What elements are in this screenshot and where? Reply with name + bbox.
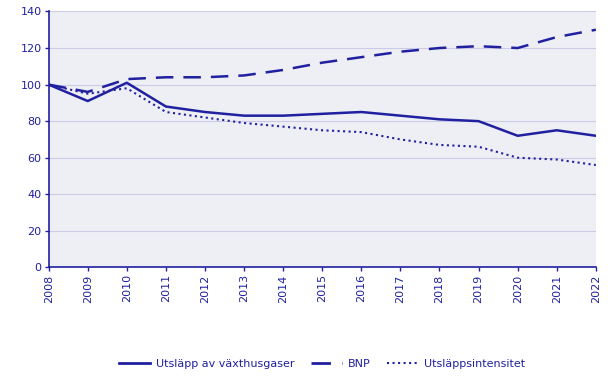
Line: Utsläpp av växthusgaser: Utsläpp av växthusgaser xyxy=(49,83,596,136)
Utsläpp av växthusgaser xyxy=(397,113,404,118)
BNP xyxy=(553,35,561,39)
Utsläpp av växthusgaser xyxy=(358,110,365,114)
BNP xyxy=(201,75,209,79)
Utsläppsintensitet xyxy=(45,82,52,87)
Utsläpp av växthusgaser xyxy=(240,113,247,118)
Utsläppsintensitet xyxy=(280,125,287,129)
Utsläpp av växthusgaser xyxy=(319,112,326,116)
Utsläpp av växthusgaser xyxy=(553,128,561,133)
BNP xyxy=(162,75,170,79)
BNP xyxy=(514,46,521,50)
Utsläpp av växthusgaser xyxy=(45,82,52,87)
Utsläpp av växthusgaser xyxy=(475,119,482,123)
Utsläppsintensitet xyxy=(397,137,404,142)
Utsläpp av växthusgaser xyxy=(280,113,287,118)
BNP xyxy=(397,49,404,54)
BNP xyxy=(123,77,131,81)
Utsläppsintensitet xyxy=(475,144,482,149)
Utsläppsintensitet xyxy=(553,157,561,162)
Utsläppsintensitet xyxy=(201,115,209,120)
Utsläppsintensitet xyxy=(84,91,91,96)
Utsläpp av växthusgaser xyxy=(592,133,599,138)
BNP xyxy=(240,73,247,78)
Utsläpp av växthusgaser xyxy=(436,117,443,121)
BNP xyxy=(475,44,482,49)
Line: BNP: BNP xyxy=(49,30,596,92)
Utsläppsintensitet xyxy=(358,130,365,134)
BNP xyxy=(280,68,287,72)
BNP xyxy=(45,82,52,87)
Line: Utsläppsintensitet: Utsläppsintensitet xyxy=(49,84,596,165)
Utsläpp av växthusgaser xyxy=(201,110,209,114)
BNP xyxy=(436,46,443,50)
Utsläppsintensitet xyxy=(514,155,521,160)
Legend: Utsläpp av växthusgaser, BNP, Utsläppsintensitet: Utsläpp av växthusgaser, BNP, Utsläppsin… xyxy=(115,355,530,374)
Utsläpp av växthusgaser xyxy=(123,81,131,85)
Utsläppsintensitet xyxy=(123,86,131,91)
Utsläppsintensitet xyxy=(162,110,170,114)
Utsläpp av växthusgaser xyxy=(84,99,91,103)
BNP xyxy=(358,55,365,60)
Utsläppsintensitet xyxy=(436,142,443,147)
Utsläppsintensitet xyxy=(240,121,247,125)
BNP xyxy=(592,28,599,32)
BNP xyxy=(84,90,91,94)
BNP xyxy=(319,60,326,65)
Utsläpp av växthusgaser xyxy=(514,133,521,138)
Utsläppsintensitet xyxy=(592,163,599,167)
Utsläppsintensitet xyxy=(319,128,326,133)
Utsläpp av växthusgaser xyxy=(162,104,170,109)
